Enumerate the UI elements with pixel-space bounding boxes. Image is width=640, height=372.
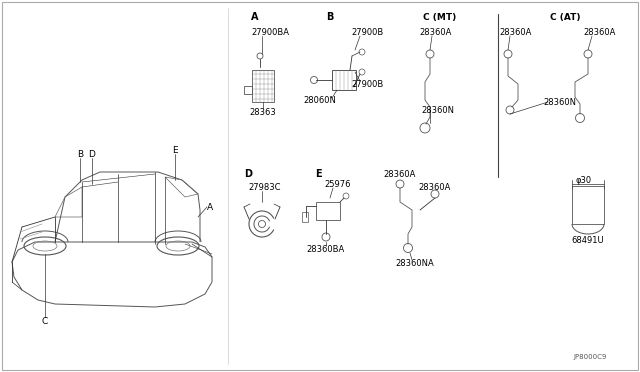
Text: C: C	[42, 317, 48, 327]
Text: E: E	[315, 169, 321, 179]
Text: 28360A: 28360A	[419, 183, 451, 192]
Text: C (AT): C (AT)	[550, 13, 580, 22]
Bar	[302, 212, 308, 222]
Text: 28360A: 28360A	[420, 28, 452, 36]
Text: 25976: 25976	[324, 180, 351, 189]
Text: D: D	[88, 150, 95, 158]
Text: φ30: φ30	[576, 176, 592, 185]
Text: 27900B: 27900B	[352, 28, 384, 36]
Bar	[244, 86, 252, 94]
Text: JP8000C9: JP8000C9	[573, 354, 607, 360]
Bar	[252, 70, 274, 102]
Text: 28360NA: 28360NA	[396, 260, 435, 269]
Text: B: B	[77, 150, 83, 158]
Text: 28360A: 28360A	[384, 170, 416, 179]
Text: A: A	[207, 202, 213, 212]
Text: 27900BA: 27900BA	[251, 28, 289, 36]
Text: 27983C: 27983C	[249, 183, 281, 192]
Text: B: B	[326, 12, 333, 22]
Text: A: A	[252, 12, 259, 22]
Text: 28360BA: 28360BA	[307, 246, 345, 254]
Text: E: E	[172, 145, 178, 154]
Text: C (MT): C (MT)	[424, 13, 456, 22]
Bar	[572, 186, 604, 224]
Text: 28360N: 28360N	[422, 106, 454, 115]
Text: 28060N: 28060N	[303, 96, 337, 105]
Text: 28360N: 28360N	[543, 97, 577, 106]
Bar	[316, 202, 340, 220]
Text: 68491U: 68491U	[572, 235, 604, 244]
Text: D: D	[244, 169, 252, 179]
Text: 28360A: 28360A	[500, 28, 532, 36]
Bar	[332, 70, 356, 90]
Text: 28363: 28363	[250, 108, 276, 116]
Text: 27900B: 27900B	[352, 80, 384, 89]
Text: 28360A: 28360A	[584, 28, 616, 36]
